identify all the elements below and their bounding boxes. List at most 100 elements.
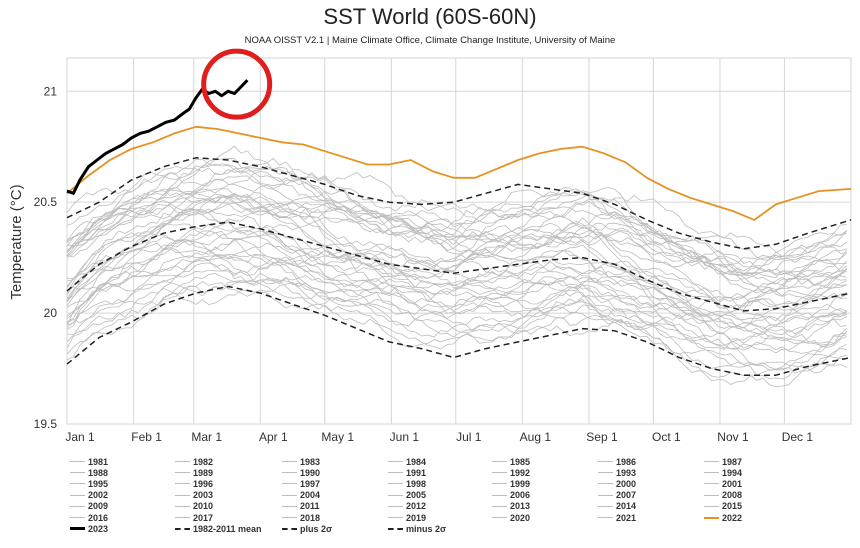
legend-swatch — [598, 472, 613, 474]
y-axis-label: Temperature (°C) — [8, 184, 25, 299]
legend-label: 2005 — [406, 490, 427, 501]
legend-swatch — [704, 461, 719, 462]
legend-swatch — [175, 461, 190, 462]
legend-swatch — [388, 517, 403, 518]
x-tick-label: Mar 1 — [191, 430, 222, 444]
legend-label: 2008 — [722, 490, 743, 501]
legend-label: minus 2σ — [406, 523, 447, 534]
series-line-2000 — [67, 230, 847, 322]
x-tick-label: Apr 1 — [259, 430, 288, 444]
series-line-2010 — [66, 193, 847, 287]
legend-label: 2022 — [722, 512, 743, 523]
legend-entry: 2001 — [704, 478, 742, 489]
series-line-2016 — [66, 163, 848, 275]
legend-label: 2016 — [88, 512, 109, 523]
legend-entry: 2010 — [175, 501, 213, 512]
series-line-1982 — [66, 287, 847, 380]
legend-label: 2019 — [406, 512, 427, 523]
legend-label: 1996 — [193, 478, 214, 489]
legend-label: 2018 — [300, 512, 321, 523]
legend-entry: 2013 — [492, 501, 530, 512]
legend-entry: 1987 — [704, 456, 742, 467]
legend-swatch — [388, 505, 403, 507]
legend-label: 1990 — [300, 467, 321, 478]
legend-entry: 1994 — [704, 467, 742, 478]
legend-label: 2010 — [193, 501, 214, 512]
legend-entry: 1990 — [282, 467, 320, 478]
series-line-1989 — [66, 254, 847, 349]
axis-tick-labels: Jan 1 Feb 1 Mar 1 Apr 1 May 1 Jun 1 Jul 1 Aug 1… — [34, 84, 814, 444]
legend-entry: 2004 — [282, 490, 320, 501]
legend-label: 1984 — [406, 456, 427, 467]
legend-entry: 2005 — [388, 490, 426, 501]
legend-label: 2015 — [722, 501, 743, 512]
legend-swatch — [388, 483, 403, 485]
legend-label: 2003 — [193, 490, 214, 501]
legend-swatch — [175, 527, 190, 530]
legend-swatch — [388, 461, 403, 462]
legend-entry: 1999 — [492, 478, 530, 489]
legend-entry: 2018 — [282, 512, 320, 523]
legend-swatch — [704, 483, 719, 485]
series-line-2017 — [66, 169, 847, 276]
series-line-1997 — [66, 230, 847, 328]
legend-swatch — [704, 494, 719, 496]
legend-swatch — [175, 505, 190, 507]
legend-label: 2023 — [88, 523, 109, 534]
series-line-1981 — [66, 272, 847, 388]
y-tick-label: 20 — [44, 306, 58, 320]
series-line-1983 — [66, 272, 847, 385]
legend-label: 1992 — [510, 467, 531, 478]
legend-swatch — [282, 461, 297, 462]
legend-swatch — [70, 483, 85, 485]
series-line-2019 — [66, 159, 847, 268]
legend-entry: 1982-2011 mean — [175, 523, 262, 534]
series-line-1991 — [66, 242, 847, 354]
legend-entry: 2002 — [70, 490, 108, 501]
legend-swatch — [598, 461, 613, 462]
legend-swatch — [70, 505, 85, 507]
series-line-plus-2- — [66, 157, 852, 250]
x-tick-label: May 1 — [321, 430, 354, 444]
legend-entry: 2015 — [704, 501, 742, 512]
legend-swatch — [598, 483, 613, 485]
series-line-1992 — [66, 240, 847, 339]
legend-swatch — [598, 505, 613, 507]
x-tick-label: Dec 1 — [782, 430, 814, 444]
legend-entry: 1982 — [175, 456, 213, 467]
series-line-1998 — [66, 222, 847, 311]
y-tick-label: 19.5 — [34, 417, 58, 431]
series-line-2008 — [66, 198, 847, 290]
legend-entry: 2019 — [388, 512, 426, 523]
series-line-1986 — [66, 262, 847, 370]
legend-label: 2007 — [616, 490, 637, 501]
x-tick-label: Feb 1 — [131, 430, 162, 444]
legend-swatch — [282, 505, 297, 507]
x-tick-label: Jan 1 — [65, 430, 95, 444]
legend-entry: 1998 — [388, 478, 426, 489]
legend-swatch — [704, 516, 719, 519]
legend-swatch — [598, 494, 613, 496]
series-line-2004 — [66, 196, 847, 308]
series-line-1988 — [66, 261, 847, 354]
red-circle-annotation — [201, 48, 273, 120]
legend-label: 2004 — [300, 490, 321, 501]
legend-swatch — [492, 505, 507, 507]
background-year-lines — [66, 145, 848, 388]
series-line-2023 — [66, 79, 249, 195]
series-line-2002 — [66, 211, 847, 317]
legend-entry: 1988 — [70, 467, 108, 478]
legend-swatch — [175, 494, 190, 496]
legend-label: 1983 — [300, 456, 321, 467]
series-line-2018 — [66, 171, 847, 261]
legend-swatch — [282, 472, 297, 474]
series-line-2022 — [66, 125, 852, 221]
series-line-2020 — [66, 157, 847, 257]
legend-entry: 1996 — [175, 478, 213, 489]
legend-label: 1986 — [616, 456, 637, 467]
legend-label: 2013 — [510, 501, 531, 512]
legend-entry: 2020 — [492, 512, 530, 523]
legend-swatch — [598, 517, 613, 518]
x-tick-label: Jun 1 — [390, 430, 420, 444]
